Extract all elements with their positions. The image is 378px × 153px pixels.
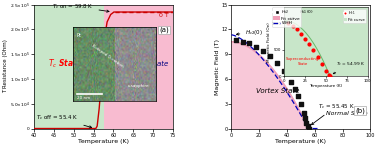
Point — [267, 55, 273, 57]
Bar — [34, 5, 104, 129]
Point — [304, 121, 310, 124]
Text: Normal State: Normal State — [326, 111, 368, 116]
Point — [288, 81, 294, 84]
Text: 0 T: 0 T — [159, 13, 169, 18]
Point — [240, 41, 246, 43]
Point — [305, 127, 311, 130]
Point — [232, 39, 239, 41]
Text: $T_c$ off = 55.4 K: $T_c$ off = 55.4 K — [36, 113, 91, 128]
Text: $T_c$ on = 59.8 K: $T_c$ on = 59.8 K — [52, 2, 109, 12]
Y-axis label: Magnetic Field (T): Magnetic Field (T) — [215, 39, 220, 95]
Point — [253, 45, 259, 48]
Text: (a): (a) — [159, 27, 169, 33]
Point — [281, 69, 287, 72]
X-axis label: Temperature (K): Temperature (K) — [78, 139, 129, 144]
Point — [274, 62, 280, 64]
Text: $H_{c2}(0)$: $H_{c2}(0)$ — [237, 28, 263, 37]
Point — [305, 125, 311, 128]
Legend: $H_{c2}$, Fit curve, WHH: $H_{c2}$, Fit curve, WHH — [272, 7, 302, 27]
Bar — [104, 5, 173, 129]
Point — [295, 95, 301, 97]
Y-axis label: T Resistance (Ohm): T Resistance (Ohm) — [3, 40, 8, 93]
Point — [246, 42, 253, 45]
Point — [298, 103, 304, 105]
Text: Normal State: Normal State — [122, 61, 168, 67]
Point — [301, 112, 307, 114]
Point — [292, 88, 298, 90]
X-axis label: Temperature (K): Temperature (K) — [276, 139, 327, 144]
Point — [302, 117, 308, 119]
Text: $T_c$ State: $T_c$ State — [48, 58, 84, 70]
Text: $T_c$ = 55.45 K: $T_c$ = 55.45 K — [311, 102, 355, 125]
Point — [260, 50, 266, 52]
Text: Vortex State: Vortex State — [256, 88, 299, 94]
Text: (b): (b) — [355, 107, 365, 114]
